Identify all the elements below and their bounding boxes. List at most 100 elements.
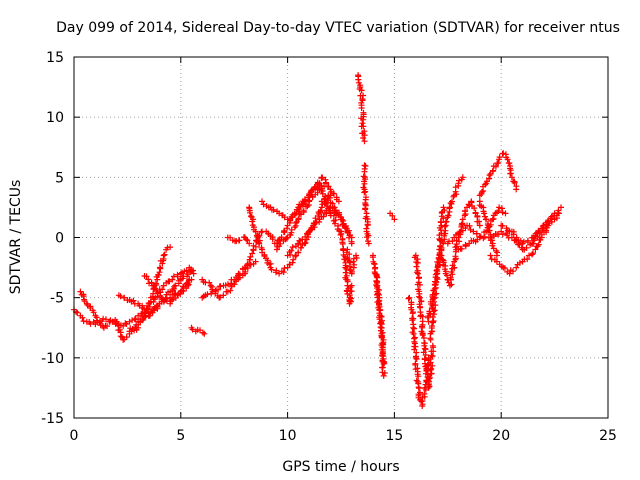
series-track28 bbox=[444, 204, 509, 247]
data-point bbox=[524, 256, 531, 263]
data-point bbox=[476, 218, 482, 225]
data-point bbox=[435, 262, 442, 269]
data-point bbox=[140, 305, 147, 312]
data-point bbox=[449, 262, 456, 269]
data-point bbox=[414, 259, 421, 266]
data-point bbox=[244, 265, 251, 272]
data-point bbox=[510, 231, 517, 238]
data-point bbox=[243, 236, 250, 243]
data-point bbox=[348, 288, 355, 295]
x-tick-label: 0 bbox=[70, 428, 79, 444]
series-track30 bbox=[476, 150, 520, 199]
data-point bbox=[159, 286, 166, 293]
data-point bbox=[204, 291, 211, 298]
data-point bbox=[510, 268, 516, 275]
data-point bbox=[276, 237, 283, 244]
data-point bbox=[449, 198, 455, 205]
data-point bbox=[172, 282, 179, 289]
data-point bbox=[178, 287, 185, 294]
data-point bbox=[358, 87, 365, 94]
data-point bbox=[482, 181, 489, 188]
data-point bbox=[104, 323, 111, 330]
data-point bbox=[149, 309, 156, 316]
data-point bbox=[438, 244, 445, 251]
data-point bbox=[280, 269, 287, 276]
data-point bbox=[405, 295, 412, 302]
data-point bbox=[361, 138, 368, 145]
x-tick-label: 15 bbox=[385, 428, 403, 444]
y-tick-label: -15 bbox=[41, 411, 64, 427]
data-point bbox=[247, 213, 254, 220]
data-point bbox=[429, 362, 436, 369]
data-point bbox=[363, 234, 370, 241]
data-point bbox=[441, 223, 448, 230]
data-point bbox=[439, 256, 446, 263]
data-point bbox=[323, 207, 330, 214]
data-point bbox=[504, 156, 511, 163]
data-point bbox=[470, 228, 477, 235]
data-point bbox=[361, 168, 368, 175]
data-point bbox=[376, 300, 382, 307]
data-point bbox=[524, 237, 531, 244]
data-point bbox=[269, 236, 276, 243]
data-point bbox=[346, 234, 352, 241]
data-point bbox=[495, 208, 502, 214]
data-point bbox=[496, 204, 503, 211]
data-point bbox=[337, 231, 344, 238]
data-point bbox=[122, 320, 129, 327]
series-track21 bbox=[372, 270, 388, 379]
series-track17 bbox=[343, 246, 360, 277]
data-point bbox=[90, 309, 97, 316]
data-point bbox=[434, 276, 441, 283]
data-point bbox=[247, 261, 254, 268]
data-point bbox=[493, 252, 500, 259]
data-point bbox=[126, 328, 133, 335]
data-point bbox=[133, 321, 140, 328]
data-point bbox=[295, 204, 302, 211]
data-point bbox=[501, 265, 508, 272]
data-point bbox=[422, 346, 429, 353]
data-point bbox=[486, 172, 493, 179]
y-tick-label: 15 bbox=[46, 50, 64, 66]
data-point bbox=[446, 204, 453, 211]
data-point bbox=[296, 210, 303, 217]
data-point bbox=[130, 297, 137, 304]
data-point bbox=[353, 252, 359, 259]
x-tick-label: 25 bbox=[599, 428, 617, 444]
data-point bbox=[499, 231, 506, 238]
data-point bbox=[255, 234, 262, 240]
data-point bbox=[449, 238, 456, 245]
data-point bbox=[142, 313, 149, 320]
data-point bbox=[268, 266, 275, 273]
data-point bbox=[462, 243, 469, 250]
data-point bbox=[335, 198, 342, 205]
y-axis-label: SDTVAR / TECUs bbox=[8, 180, 24, 295]
data-point bbox=[413, 263, 420, 270]
data-point bbox=[543, 227, 549, 234]
data-point bbox=[507, 170, 514, 177]
data-point bbox=[438, 237, 445, 244]
data-point bbox=[429, 314, 436, 320]
series-track8 bbox=[199, 258, 259, 301]
data-point bbox=[121, 294, 128, 301]
data-point bbox=[506, 270, 513, 277]
data-point bbox=[220, 292, 227, 299]
data-point bbox=[485, 227, 492, 234]
data-point bbox=[508, 174, 515, 181]
data-point bbox=[391, 216, 398, 223]
data-point bbox=[360, 116, 367, 123]
data-point bbox=[117, 333, 124, 340]
series-track19 bbox=[360, 162, 372, 247]
data-point bbox=[246, 240, 253, 247]
data-point bbox=[430, 318, 437, 324]
data-point bbox=[415, 384, 422, 391]
data-point bbox=[252, 228, 259, 235]
data-point bbox=[301, 196, 308, 203]
data-point bbox=[411, 325, 418, 332]
data-point bbox=[316, 186, 323, 193]
data-point bbox=[323, 180, 329, 187]
data-point bbox=[135, 312, 142, 319]
data-point bbox=[252, 258, 259, 265]
data-point bbox=[153, 303, 160, 310]
data-point bbox=[270, 206, 277, 213]
